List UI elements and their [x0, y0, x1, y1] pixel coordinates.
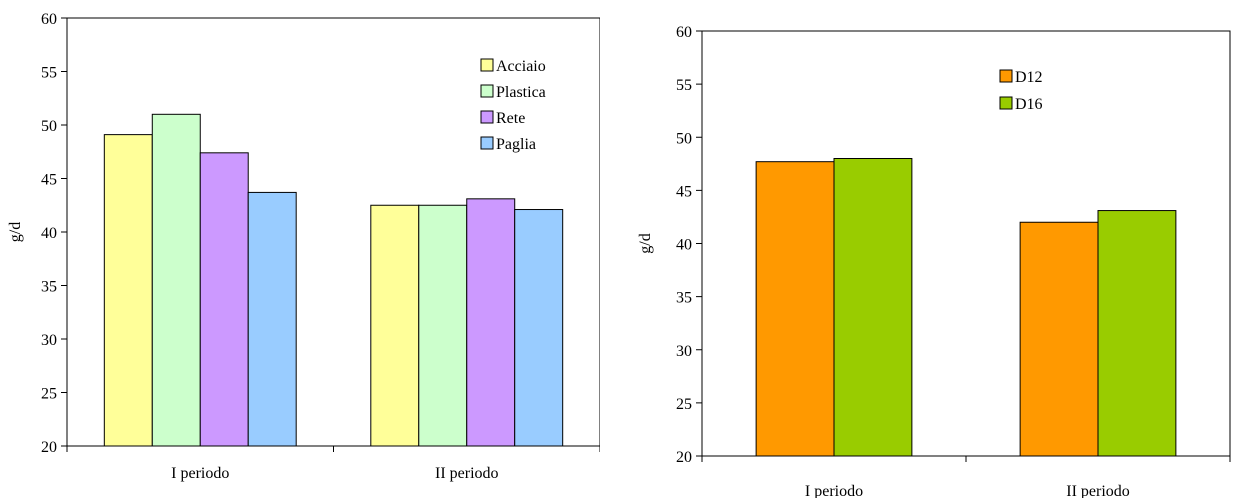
x-tick-label: I periodo	[171, 465, 229, 482]
legend-swatch	[999, 96, 1013, 110]
y-tick-label: 40	[676, 237, 692, 254]
legend-label: Plastica	[496, 84, 546, 101]
bar-paglia	[514, 209, 564, 447]
y-tick-label: 60	[41, 11, 57, 28]
bar-plastica	[418, 204, 468, 447]
legend-swatch	[999, 69, 1013, 83]
y-tick-label: 45	[41, 172, 57, 189]
bar-chart: 20 25 30 35 40 45 50 55 60 g/d I periodo II periodo…	[7, 11, 601, 482]
bar-rete	[199, 152, 249, 447]
legend-label: Paglia	[496, 136, 536, 153]
chart-left: 20 25 30 35 40 45 50 55 60 g/d I periodo II periodo…	[0, 0, 601, 498]
x-tick-label: I periodo	[805, 483, 863, 498]
y-tick-label: 25	[41, 386, 57, 403]
y-tick-label: 40	[41, 225, 57, 242]
x-tick-label: II periodo	[435, 465, 499, 482]
y-axis-label: g/d	[637, 233, 654, 253]
y-tick-label: 20	[41, 439, 57, 456]
bar-chart: 20 25 30 35 40 45 50 55 60 g/d I periodo II periodo…	[637, 24, 1231, 500]
y-tick-label: 45	[676, 183, 692, 200]
legend-label: D12	[1015, 69, 1043, 86]
y-tick-label: 30	[41, 332, 57, 349]
bar-acciaio	[370, 204, 420, 447]
y-tick-label: 55	[41, 65, 57, 82]
bar-rete	[466, 198, 516, 447]
legend-swatch	[480, 58, 494, 72]
legend-swatch	[480, 110, 494, 124]
bar-d12	[1019, 221, 1099, 457]
y-tick-label: 35	[676, 290, 692, 307]
legend: Acciaio Plastica Rete Paglia	[480, 58, 546, 153]
y-tick-label: 20	[676, 449, 692, 466]
y-tick-label: 25	[676, 396, 692, 413]
y-axis-label: g/d	[7, 222, 24, 242]
bar-plastica	[151, 113, 201, 447]
legend-swatch	[480, 136, 494, 150]
y-tick-label: 30	[676, 343, 692, 360]
bar-d16	[1097, 210, 1177, 457]
y-tick-label: 35	[41, 279, 57, 296]
bar-d16	[833, 158, 913, 457]
legend: D12 D16	[999, 69, 1043, 113]
y-tick-label: 50	[676, 130, 692, 147]
legend-swatch	[480, 84, 494, 98]
x-tick-label: II periodo	[1066, 483, 1130, 498]
bar-paglia	[247, 191, 297, 447]
chart-right: 20 25 30 35 40 45 50 55 60 g/d I periodo II periodo…	[620, 0, 1236, 500]
bar-acciaio	[103, 134, 153, 447]
legend-label: Acciaio	[496, 58, 546, 75]
y-tick-label: 50	[41, 118, 57, 135]
bar-d12	[755, 161, 835, 457]
y-tick-label: 60	[676, 24, 692, 41]
legend-label: D16	[1015, 96, 1043, 113]
y-tick-label: 55	[676, 77, 692, 94]
legend-label: Rete	[496, 110, 525, 127]
